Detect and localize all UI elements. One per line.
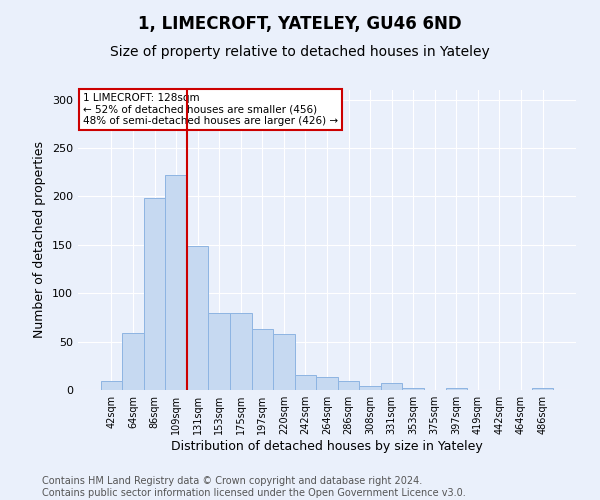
X-axis label: Distribution of detached houses by size in Yateley: Distribution of detached houses by size … <box>171 440 483 453</box>
Bar <box>403 388 424 390</box>
Text: 1 LIMECROFT: 128sqm
← 52% of detached houses are smaller (456)
48% of semi-detac: 1 LIMECROFT: 128sqm ← 52% of detached ho… <box>83 93 338 126</box>
Text: 1, LIMECROFT, YATELEY, GU46 6ND: 1, LIMECROFT, YATELEY, GU46 6ND <box>138 15 462 33</box>
Bar <box>316 378 338 390</box>
Bar <box>166 175 187 390</box>
Bar <box>208 312 230 390</box>
Bar <box>273 334 295 390</box>
Bar <box>446 388 467 390</box>
Bar <box>187 246 208 390</box>
Text: Size of property relative to detached houses in Yateley: Size of property relative to detached ho… <box>110 45 490 59</box>
Y-axis label: Number of detached properties: Number of detached properties <box>34 142 46 338</box>
Bar <box>101 382 122 390</box>
Bar <box>122 333 144 390</box>
Bar <box>230 312 251 390</box>
Bar <box>295 374 316 390</box>
Bar <box>338 382 359 390</box>
Bar <box>532 388 553 390</box>
Bar <box>381 383 403 390</box>
Bar <box>144 198 166 390</box>
Bar <box>359 386 381 390</box>
Text: Contains HM Land Registry data © Crown copyright and database right 2024.
Contai: Contains HM Land Registry data © Crown c… <box>42 476 466 498</box>
Bar <box>251 329 273 390</box>
